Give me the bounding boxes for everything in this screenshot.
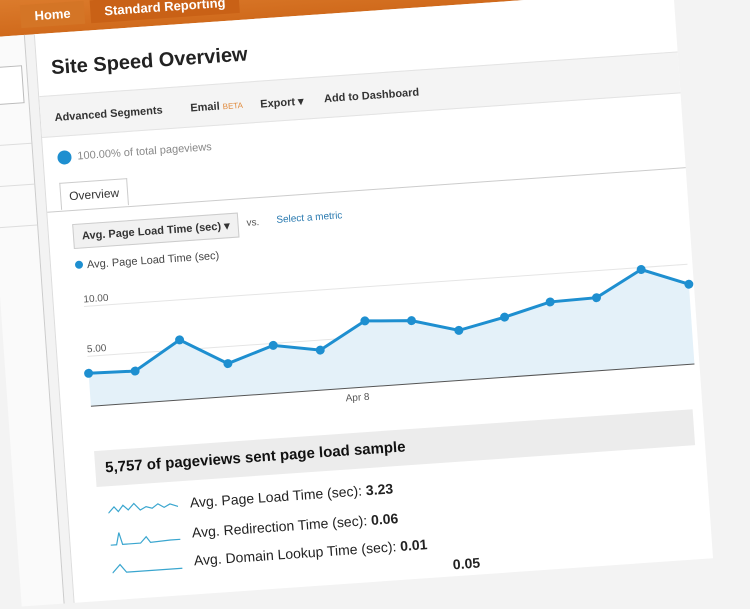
stat-label: Avg. Domain Lookup Time (sec): — [193, 538, 397, 569]
summary-header: 5,757 of pageviews sent page load sample — [94, 409, 696, 488]
segment-indicator: 100.00% of total pageviews — [57, 140, 212, 165]
divider — [0, 224, 38, 229]
series-line — [88, 267, 690, 375]
divider — [47, 167, 686, 213]
data-point[interactable] — [500, 312, 510, 322]
data-point[interactable] — [591, 293, 602, 303]
data-point[interactable] — [315, 345, 325, 355]
data-point[interactable] — [454, 325, 464, 336]
legend-dot-icon — [74, 260, 84, 269]
data-point[interactable] — [636, 265, 646, 275]
stat-row: Avg. Page Load Time (sec): 3.23 — [107, 480, 394, 517]
stat-row: 0.05 — [452, 554, 480, 572]
stat-row: Avg. Redirection Time (sec): 0.06 — [110, 510, 399, 547]
sparkline-icon — [112, 563, 183, 574]
beta-badge: BETA — [222, 100, 244, 112]
stat-value: 0.05 — [452, 554, 481, 573]
tab-standard-reporting[interactable]: Standard Reporting — [89, 0, 241, 24]
x-axis — [90, 363, 695, 407]
line-chart: 10.00 5.00 Apr 8 — [83, 263, 695, 407]
tab-overview[interactable]: Overview — [59, 178, 129, 210]
y-tick-label: 5.00 — [87, 343, 108, 355]
vs-label: vs. — [246, 217, 260, 229]
data-point[interactable] — [223, 359, 233, 369]
summary-title: 5,757 of pageviews sent page load sample — [104, 438, 407, 477]
data-point[interactable] — [406, 316, 417, 326]
data-point[interactable] — [684, 279, 694, 289]
data-point[interactable] — [130, 366, 140, 376]
stat-value: 3.23 — [365, 480, 394, 499]
stat-label: Avg. Redirection Time (sec): — [191, 512, 368, 541]
sparkline-icon — [107, 502, 179, 514]
page-title: Site Speed Overview — [50, 43, 249, 80]
stat-value: 0.06 — [370, 510, 399, 528]
data-point[interactable] — [175, 335, 185, 345]
data-point[interactable] — [545, 297, 555, 307]
select-metric-link[interactable]: Select a metric — [276, 210, 343, 226]
y-tick-label: 10.00 — [83, 293, 109, 306]
x-tick-label: Apr 8 — [345, 392, 370, 405]
stat-value: 0.01 — [399, 536, 428, 554]
pie-icon — [57, 149, 72, 165]
email-button[interactable]: Email BETA — [190, 99, 243, 115]
sparkline-icon — [110, 532, 181, 547]
advanced-segments-button[interactable]: Advanced Segments — [54, 104, 164, 125]
gridline — [83, 263, 688, 307]
area-fill — [88, 269, 695, 407]
metric-dropdown[interactable]: Avg. Page Load Time (sec) ▾ — [72, 212, 240, 250]
tab-home[interactable]: Home — [19, 0, 86, 29]
divider — [0, 183, 35, 188]
main-panel: Site Speed Overview Advanced Segments Em… — [33, 0, 714, 603]
segment-label: 100.00% of total pageviews — [77, 141, 213, 163]
divider — [0, 142, 32, 147]
data-point[interactable] — [84, 368, 94, 379]
add-to-dashboard-button[interactable]: Add to Dashboard — [323, 86, 420, 106]
sidebar-search-input[interactable] — [0, 65, 25, 106]
data-point[interactable] — [268, 340, 278, 351]
export-button[interactable]: Export ▾ — [259, 95, 305, 111]
page: Home Standard Reporting Site Speed Overv… — [0, 0, 714, 607]
data-point[interactable] — [360, 316, 370, 326]
email-label: Email — [189, 100, 221, 115]
stat-label: Avg. Page Load Time (sec): — [189, 482, 363, 511]
